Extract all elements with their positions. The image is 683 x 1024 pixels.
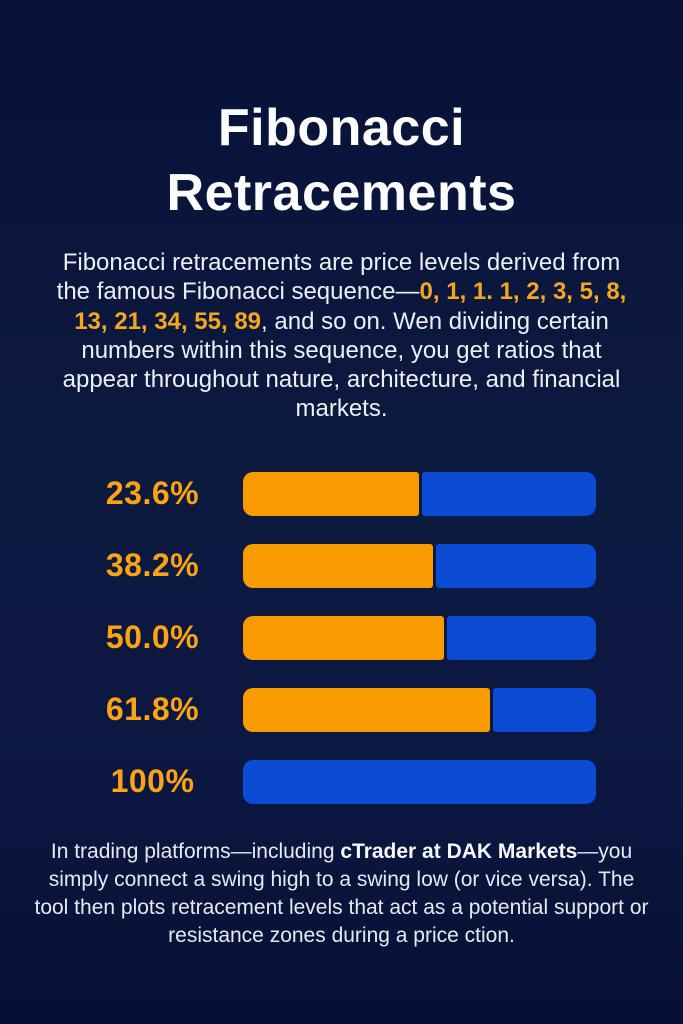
retracement-bar-chart: 23.6% 38.2% 50.0% 61.8% — [88, 471, 596, 804]
bar-track — [242, 471, 596, 516]
fibonacci-sequence-numbers: 0, 1, 1. 1, 2, 3, 5, 8, 13, 21, 34, 55, … — [74, 278, 627, 335]
bar-segment-blue — [242, 759, 596, 804]
bar-track — [242, 615, 596, 660]
bar-label: 50.0% — [105, 619, 200, 656]
bar-track — [242, 543, 596, 588]
bar-segment-orange — [242, 615, 444, 660]
bar-label: 61.8% — [105, 691, 200, 728]
page-title: Fibonacci Retracements — [166, 99, 517, 222]
chart-row-61-8: 61.8% — [88, 687, 596, 732]
bar-segment-blue — [492, 687, 596, 732]
outro-text-end: —you simply connect a swing high to a sw… — [34, 839, 649, 947]
intro-paragraph: Fibonacci retracements are price levels … — [54, 248, 629, 424]
chart-row-38-2: 38.2% — [88, 543, 596, 588]
bar-label: 100% — [110, 763, 195, 800]
bar-segment-orange — [242, 471, 419, 516]
bar-label: 38.2% — [105, 547, 200, 584]
intro-text-start: Fibonacci retracements are price levels … — [56, 249, 621, 306]
chart-row-50-0: 50.0% — [88, 615, 596, 660]
chart-row-100: 100% — [88, 759, 596, 804]
outro-text-start: In trading platforms—including — [50, 839, 341, 863]
bar-segment-orange — [242, 687, 490, 732]
bar-track — [242, 687, 596, 732]
bar-segment-blue — [422, 471, 596, 516]
bar-segment-orange — [242, 543, 434, 588]
outro-paragraph: In trading platforms—including cTrader a… — [34, 838, 649, 951]
intro-text-end: , and so on. Wen dividing certain number… — [62, 307, 621, 423]
bar-label: 23.6% — [105, 475, 200, 512]
chart-row-23-6: 23.6% — [88, 471, 596, 516]
bar-segment-blue — [446, 615, 596, 660]
brand-name: cTrader at DAK Markets — [340, 839, 578, 863]
bar-track — [242, 759, 596, 804]
bar-segment-blue — [436, 543, 596, 588]
